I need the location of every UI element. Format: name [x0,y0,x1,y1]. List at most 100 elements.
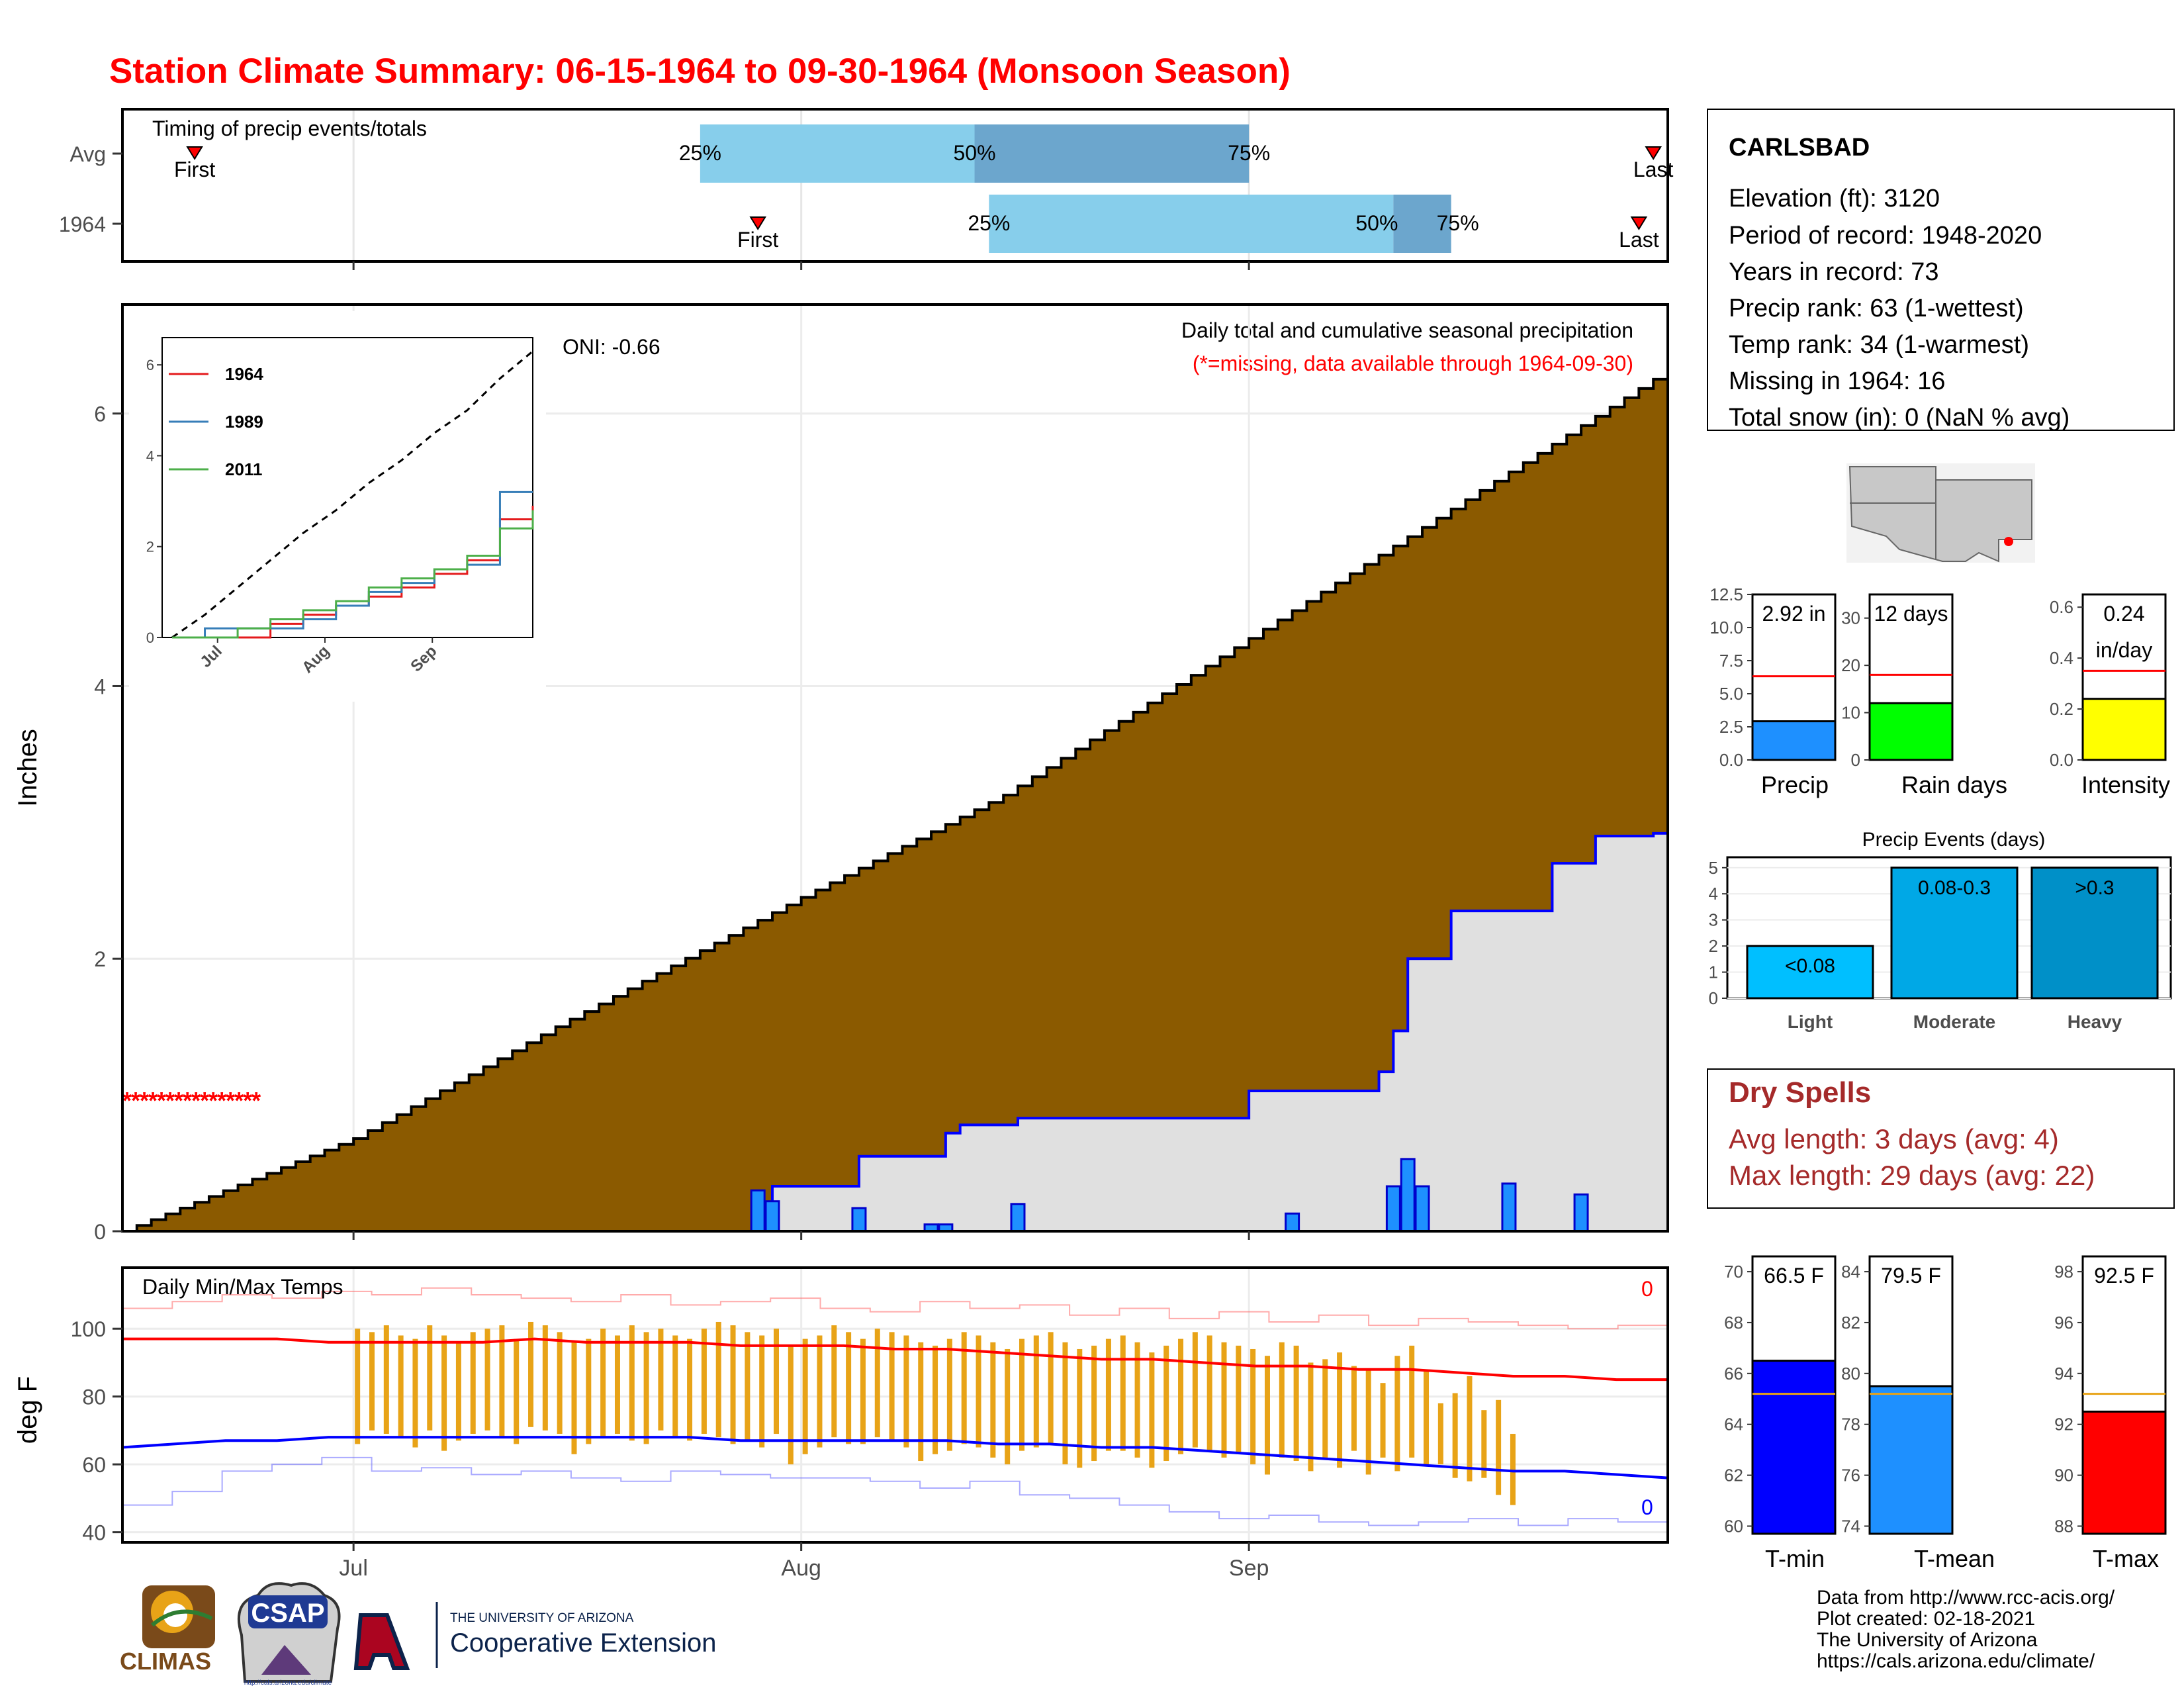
university-line1: THE UNIVERSITY OF ARIZONA [450,1611,634,1625]
timing-last-label: Last [1633,158,1674,181]
daily-temp-range-bar [889,1332,895,1441]
footer-line-1: Data from http://www.rcc-acis.org/ [1817,1587,2115,1609]
daily-precip-bar [750,1189,766,1233]
events-tick-label: 3 [1709,910,1718,930]
daily-temp-range-bar [1033,1335,1039,1448]
station-line-3: Years in record: 73 [1729,258,1939,286]
temp-stat-tick-label: 76 [1841,1466,1860,1485]
daily-temp-range-bar [1365,1369,1371,1475]
precip-stat-category-label: Rain days [1901,771,2007,798]
university-logo: THE UNIVERSITY OF ARIZONA Cooperative Ex… [353,1602,716,1670]
figure-title: Station Climate Summary: 06-15-1964 to 0… [109,52,1291,91]
daily-temp-range-bar [715,1321,721,1438]
normal-max-line [122,1337,1668,1382]
footer: Data from http://www.rcc-acis.org/ Plot … [1817,1587,2115,1672]
precip-stat-tick-label: 0 [1851,750,1860,770]
station-location-marker [2004,537,2013,546]
daily-temp-range-bar [412,1338,418,1448]
inset-legend-label: 2011 [225,459,262,479]
station-name: CARLSBAD [1729,134,1870,162]
temps-title: Daily Min/Max Temps [142,1275,343,1299]
station-line-2: Period of record: 1948-2020 [1729,222,2042,250]
observed-cumulative-area [758,833,1668,1231]
daily-temp-range-bar [1221,1342,1227,1458]
avg-cumulative-area [122,369,1668,1232]
events-title: Precip Events (days) [1862,829,2046,851]
temp-stat-tick-label: 68 [1724,1313,1743,1333]
precip-subtitle: (*=missing, data available through 1964-… [1193,352,1633,375]
inset-series-2011 [172,510,534,639]
daily-temp-range-bar [918,1342,924,1462]
daily-temp-range-bar [629,1325,635,1441]
temps-y-tick-label: 40 [82,1521,106,1545]
daily-temp-range-bar [759,1335,765,1448]
inset-y-tick-label: 2 [146,539,154,555]
normal-min-line [122,1436,1668,1479]
inset-background [129,311,546,702]
temp-stat-bar [2081,1410,2167,1535]
precip-stat-value-label: 2.92 in [1762,602,1825,626]
daily-temp-range-bar [687,1338,693,1441]
precip-stat-bar [1751,720,1837,761]
daily-temp-range-bar [369,1332,375,1430]
daily-temp-range-bar [355,1329,361,1444]
precip-stat-category-label: Precip [1761,771,1829,798]
precip-stat-bar [2081,698,2167,761]
temp-stat-tick-label: 98 [2054,1262,2073,1282]
inset-legend-label: 1964 [225,364,263,384]
temp-stat-tick-label: 84 [1841,1262,1860,1282]
daily-temp-range-bar [1062,1342,1068,1465]
station-line-1: Elevation (ft): 3120 [1729,185,1940,212]
daily-temp-range-bar [1019,1338,1024,1451]
daily-precip-bar [1010,1203,1026,1233]
inset-y-tick-label: 6 [146,357,154,373]
missing-marker: **************** [122,1087,261,1114]
temps-y-tick-label: 80 [82,1385,106,1409]
daily-temp-range-bar [455,1342,461,1441]
csap-logo: CSAP http://cals.arizona.edu/climate [237,1582,341,1687]
daily-temp-range-bar [1236,1345,1242,1454]
temp-stat-tick-label: 94 [2054,1364,2073,1383]
temp-stat-tick-label: 78 [1841,1415,1860,1434]
daily-temp-range-bar [427,1325,433,1430]
precip-stat-category-label: Intensity [2081,771,2170,798]
daily-temp-range-bar [1250,1348,1256,1465]
csap-url: http://cals.arizona.edu/climate [244,1679,332,1687]
daily-temp-range-bar [1279,1342,1285,1458]
daily-temp-range-bar [383,1325,389,1434]
daily-temp-range-bar [514,1338,520,1444]
temps-y-label: deg F [13,1376,42,1444]
daily-temp-range-bar [1322,1359,1328,1458]
daily-precip-bar [1285,1212,1300,1233]
daily-temp-range-bar [614,1335,620,1434]
precip-stat-tick-label: 2.5 [1719,717,1743,737]
temps-x-tick-label: Sep [1229,1556,1269,1581]
daily-temp-range-bar [1192,1332,1198,1448]
daily-temp-range-bar [903,1335,909,1448]
record-min-line [122,1456,1668,1526]
daily-temp-range-bar [1467,1376,1473,1481]
events-tick-label: 4 [1709,884,1718,904]
timing-bar-50-75 [974,124,1250,183]
dry-spells-title: Dry Spells [1729,1076,1871,1109]
daily-temp-range-bar [1452,1393,1458,1478]
daily-precip-bar [1573,1193,1589,1233]
precip-stat-tick-label: 10.0 [1709,618,1743,637]
precip-stat-tick-label: 0.4 [2050,648,2073,668]
events-bar [1746,945,1874,1000]
station-line-5: Temp rank: 34 (1-warmest) [1729,331,2029,359]
daily-temp-range-bar [586,1338,592,1444]
daily-temp-range-bar [846,1332,852,1444]
daily-precip-bar [851,1207,867,1233]
temp-stat-tick-label: 62 [1724,1466,1743,1485]
precip-stat-value-label: in/day [2096,638,2152,662]
climas-logo: CLIMAS [120,1585,215,1675]
climas-text: CLIMAS [120,1648,211,1675]
precip-y-tick-label: 2 [94,947,106,971]
precip-stat-tick-label: 0.6 [2050,597,2073,617]
precip-stat-tick-label: 12.5 [1709,585,1743,604]
daily-temp-range-bar [1308,1362,1314,1472]
temps-frame [121,1266,1669,1544]
daily-temp-range-bar [1293,1345,1299,1462]
